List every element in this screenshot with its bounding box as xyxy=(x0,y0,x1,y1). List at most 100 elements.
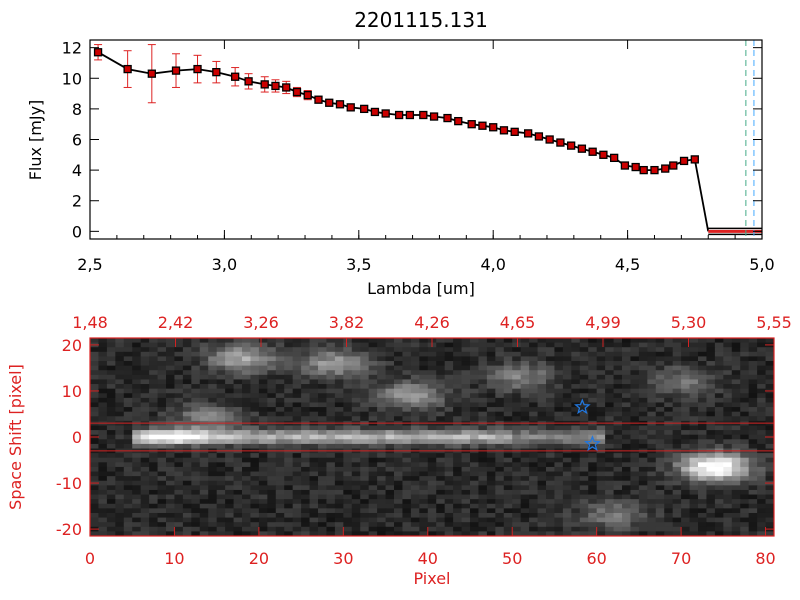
image-pixel xyxy=(630,370,640,376)
image-pixel xyxy=(698,430,707,436)
image-pixel xyxy=(622,526,631,532)
image-pixel xyxy=(436,503,446,509)
image-pixel xyxy=(292,494,302,500)
image-pixel xyxy=(689,370,699,376)
image-pixel xyxy=(309,443,319,450)
image-pixel xyxy=(242,425,251,431)
image-pixel xyxy=(537,457,547,463)
image-pixel xyxy=(765,443,775,450)
image-pixel xyxy=(495,462,505,468)
image-pixel xyxy=(123,531,133,537)
data-point xyxy=(212,67,221,77)
image-pixel xyxy=(301,411,311,417)
image-pixel xyxy=(444,374,454,380)
image-pixel xyxy=(436,480,446,486)
image-pixel xyxy=(115,407,125,413)
image-pixel xyxy=(512,351,522,357)
image-pixel xyxy=(647,379,657,385)
image-pixel xyxy=(554,361,564,367)
image-pixel xyxy=(351,485,361,491)
image-pixel xyxy=(681,370,691,376)
image-pixel xyxy=(613,462,623,468)
image-pixel xyxy=(368,374,378,380)
image-pixel xyxy=(512,476,522,482)
image-pixel xyxy=(503,379,513,385)
image-pixel xyxy=(106,338,116,344)
image-pixel xyxy=(166,489,175,496)
image-pixel xyxy=(326,434,336,440)
image-pixel xyxy=(503,347,513,353)
image-pixel xyxy=(233,503,243,509)
image-pixel xyxy=(478,503,488,509)
image-pixel xyxy=(630,342,640,348)
image-pixel xyxy=(318,512,327,519)
image-pixel xyxy=(554,489,564,496)
image-pixel xyxy=(706,466,716,473)
data-point xyxy=(271,81,280,91)
image-pixel xyxy=(478,526,488,532)
image-pixel xyxy=(132,522,142,528)
image-pixel xyxy=(309,338,319,344)
image-pixel xyxy=(588,494,598,500)
image-pixel xyxy=(546,489,555,496)
image-pixel xyxy=(301,434,311,440)
image-pixel xyxy=(258,351,268,357)
image-pixel xyxy=(250,434,260,440)
image-pixel xyxy=(529,361,539,367)
image-pixel xyxy=(613,476,623,482)
image-pixel xyxy=(242,517,251,523)
image-pixel xyxy=(461,439,471,445)
image-pixel xyxy=(638,338,648,344)
image-pixel xyxy=(360,374,370,380)
image-pixel xyxy=(419,471,429,477)
image-pixel xyxy=(233,430,243,436)
image-pixel xyxy=(368,466,378,473)
image-pixel xyxy=(478,416,488,422)
image-pixel xyxy=(596,485,606,491)
image-pixel xyxy=(199,407,209,413)
image-pixel xyxy=(461,471,471,477)
image-pixel xyxy=(326,480,336,486)
image-pixel xyxy=(681,384,691,390)
image-pixel xyxy=(132,439,142,445)
image-pixel xyxy=(622,347,631,353)
image-pixel xyxy=(275,522,285,528)
image-pixel xyxy=(90,365,99,371)
image-pixel xyxy=(740,503,750,509)
image-pixel xyxy=(461,356,471,362)
image-pixel xyxy=(301,342,311,348)
image-pixel xyxy=(410,503,420,509)
image-pixel xyxy=(698,397,707,403)
image-pixel xyxy=(115,347,125,353)
image-pixel xyxy=(647,499,657,505)
image-pixel xyxy=(208,347,218,353)
image-pixel xyxy=(368,393,378,399)
image-pixel xyxy=(242,503,251,509)
image-pixel xyxy=(453,370,463,376)
image-pixel xyxy=(579,407,589,413)
image-pixel xyxy=(394,512,403,519)
image-pixel xyxy=(714,476,724,482)
image-pixel xyxy=(579,425,589,431)
image-pixel xyxy=(495,384,505,390)
image-pixel xyxy=(588,531,598,537)
image-pixel xyxy=(419,434,429,440)
image-pixel xyxy=(757,466,767,473)
image-pixel xyxy=(698,443,707,450)
image-pixel xyxy=(208,388,218,394)
image-pixel xyxy=(731,526,741,532)
image-pixel xyxy=(681,425,691,431)
image-pixel xyxy=(343,351,353,357)
image-pixel xyxy=(765,397,775,403)
image-pixel xyxy=(495,439,505,445)
image-pixel xyxy=(318,471,327,477)
image-pixel xyxy=(284,485,294,491)
image-pixel xyxy=(529,365,539,371)
image-pixel xyxy=(208,526,218,532)
image-pixel xyxy=(149,443,159,450)
image-pixel xyxy=(351,503,361,509)
image-pixel xyxy=(242,356,251,362)
image-pixel xyxy=(368,503,378,509)
image-pixel xyxy=(672,443,682,450)
image-pixel xyxy=(149,384,159,390)
